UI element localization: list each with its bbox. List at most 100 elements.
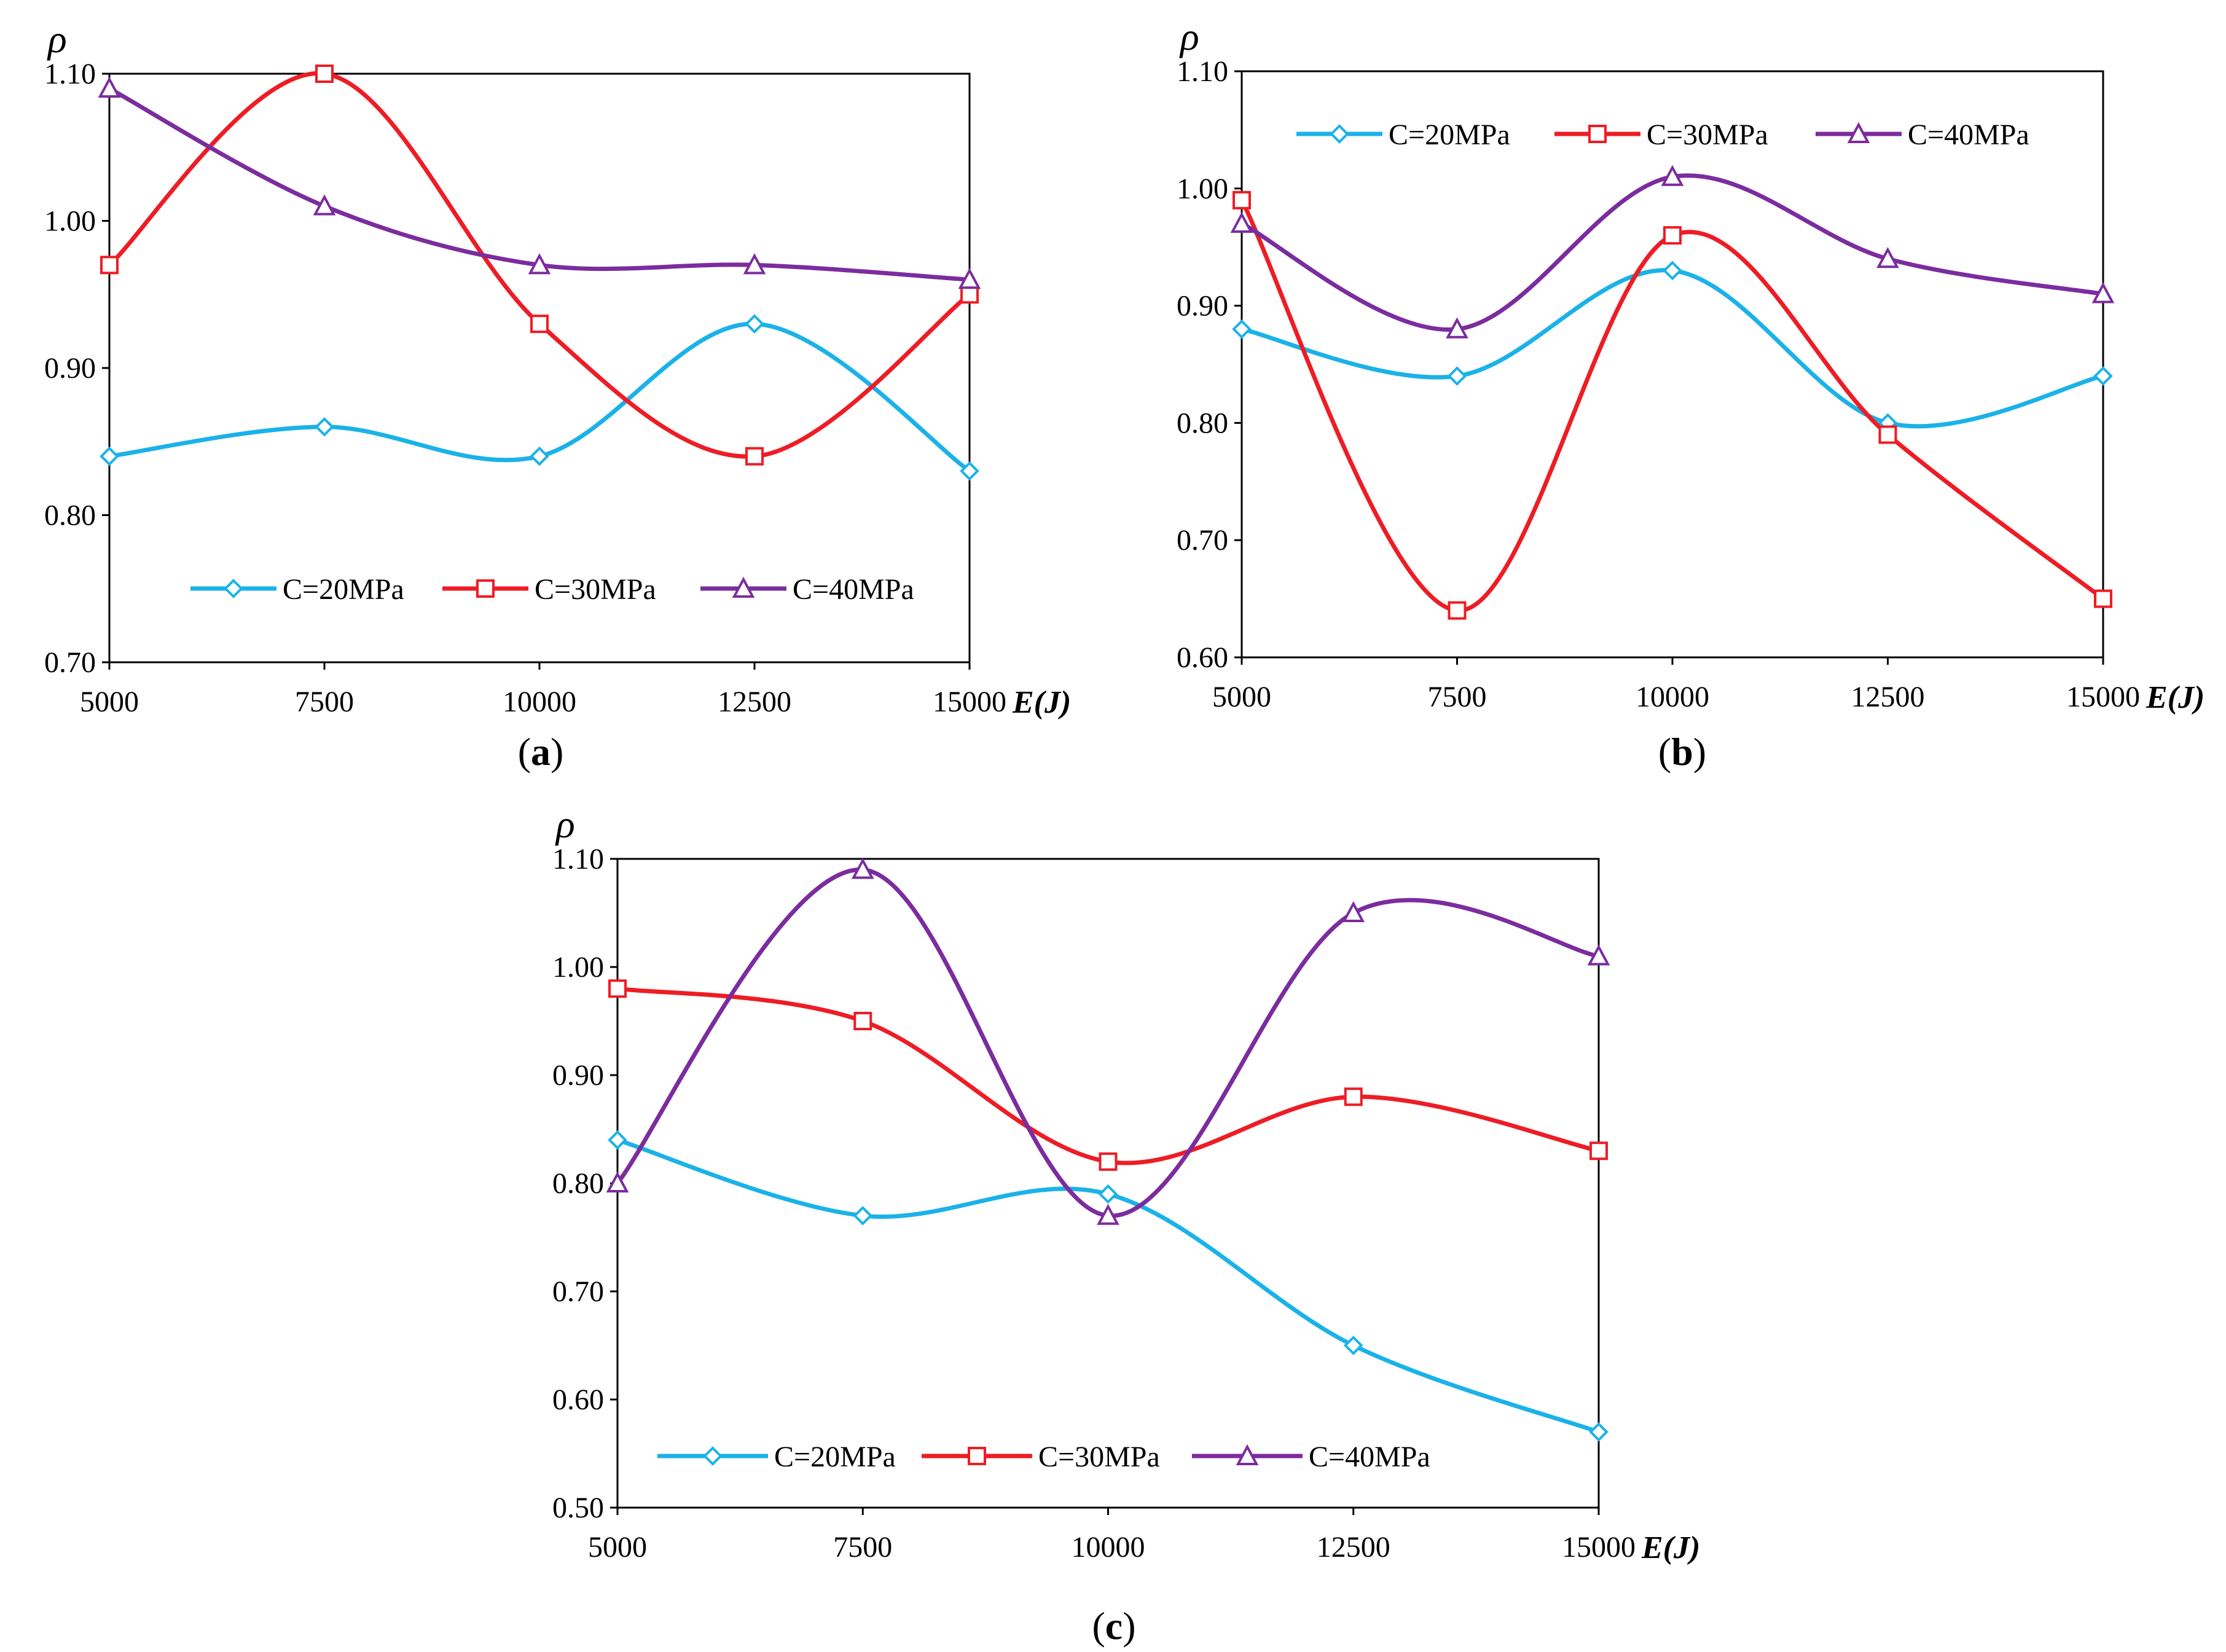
y-axis-label: ρ — [47, 17, 67, 61]
data-point — [100, 256, 119, 275]
data-point — [851, 858, 874, 879]
y-axis-label: ρ — [555, 802, 575, 846]
y-tick-label: 0.80 — [552, 1167, 604, 1200]
series-C=40MPa — [98, 76, 981, 289]
data-point — [958, 268, 981, 289]
legend-label: C=40MPa — [1309, 1441, 1430, 1473]
data-point — [608, 1130, 627, 1150]
data-point — [745, 314, 764, 334]
x-tick-label: 5000 — [588, 1531, 647, 1564]
series-C=20MPa — [608, 1130, 1609, 1442]
data-point — [313, 194, 336, 216]
data-point — [853, 1012, 872, 1030]
legend-marker — [703, 1446, 723, 1466]
legend-label: C=30MPa — [1038, 1441, 1160, 1473]
x-tick-label: 7500 — [1428, 681, 1487, 713]
data-point — [1589, 1422, 1609, 1442]
data-point — [960, 461, 979, 481]
data-point — [1230, 211, 1253, 233]
chart-panel-a: 0.70 0.80 0.90 1.00 1.10 5000 7500 10000 12500 15… — [44, 17, 1071, 773]
x-tick-label: 5000 — [1212, 681, 1271, 713]
series-line — [109, 321, 971, 473]
x-tick-label: 15000 — [2066, 681, 2140, 713]
data-point — [1663, 260, 1682, 281]
legend-entry: C=40MPa — [1192, 1441, 1430, 1473]
data-point — [1098, 1184, 1118, 1204]
x-axis-label: E(J) — [1641, 1530, 1700, 1565]
legend-label: C=30MPa — [1647, 119, 1768, 151]
data-point — [1097, 1204, 1119, 1225]
y-tick-label: 0.90 — [1177, 290, 1228, 323]
data-point — [1663, 226, 1682, 245]
legend-entry: C=20MPa — [190, 573, 404, 606]
series-C=30MPa — [608, 979, 1608, 1171]
y-tick-label: 0.70 — [552, 1275, 604, 1308]
x-tick-label: 10000 — [1636, 681, 1709, 713]
data-point — [1878, 425, 1897, 444]
series-line — [1241, 268, 2104, 429]
data-point — [1876, 247, 1899, 268]
legend-entry: C=40MPa — [700, 573, 914, 606]
legend-marker — [1236, 1444, 1259, 1465]
data-point — [1342, 901, 1365, 922]
series-line — [617, 986, 1599, 1165]
data-point — [2093, 366, 2113, 386]
series-line — [108, 71, 971, 459]
data-point — [1448, 601, 1467, 620]
legend-entry: C=30MPa — [922, 1441, 1160, 1473]
x-axis-label: E(J) — [1012, 685, 1071, 720]
data-point — [1232, 319, 1252, 339]
y-tick-label: 1.10 — [1177, 55, 1228, 88]
data-point — [100, 446, 119, 466]
data-point — [1343, 1336, 1363, 1355]
y-tick-label: 0.60 — [1177, 641, 1228, 674]
data-point — [743, 253, 766, 275]
x-axis-label: E(J) — [2146, 680, 2204, 715]
y-tick-label: 0.60 — [552, 1384, 604, 1416]
y-tick-label: 0.80 — [1177, 407, 1228, 439]
data-point — [1447, 366, 1467, 386]
x-tick-label: 15000 — [1562, 1531, 1636, 1564]
y-tick-label: 1.00 — [552, 951, 604, 984]
y-tick-label: 1.00 — [1177, 173, 1228, 205]
series-line — [616, 867, 1599, 1218]
legend-marker — [732, 576, 755, 598]
chart-panel-c: 0.50 0.60 0.70 0.80 0.90 1.00 1.10 5000 7500 1000… — [552, 802, 1700, 1648]
x-tick-label: 12500 — [1851, 681, 1925, 713]
legend-entry: C=30MPa — [442, 573, 656, 606]
legend-marker — [1847, 122, 1870, 143]
data-point — [1587, 944, 1610, 966]
legend-marker — [224, 579, 243, 598]
y-tick-label: 0.70 — [44, 646, 96, 679]
legend-label: C=20MPa — [774, 1441, 896, 1473]
legend-label: C=40MPa — [1908, 119, 2029, 151]
data-point — [315, 65, 334, 83]
legend-label: C=40MPa — [793, 573, 914, 606]
series-line — [616, 1138, 1600, 1435]
data-point — [528, 253, 551, 275]
legend-marker — [968, 1447, 986, 1465]
data-point — [853, 1205, 873, 1226]
series-C=20MPa — [100, 314, 979, 481]
series-C=40MPa — [606, 858, 1610, 1225]
panel-caption: (a) — [518, 730, 564, 773]
x-tick-label: 10000 — [1072, 1531, 1145, 1564]
legend-label: C=20MPa — [283, 573, 404, 606]
data-point — [2094, 589, 2112, 608]
x-tick-label: 10000 — [503, 686, 576, 718]
legend-entry: C=20MPa — [657, 1441, 896, 1473]
plot-area-frame — [616, 858, 1600, 1509]
legend-marker — [1330, 124, 1349, 144]
data-point — [608, 979, 627, 998]
series-C=30MPa — [100, 65, 979, 466]
data-point — [530, 315, 549, 334]
series-line — [1239, 199, 2105, 613]
y-axis-label: ρ — [1179, 15, 1199, 58]
legend-label: C=20MPa — [1389, 119, 1510, 151]
y-tick-label: 0.70 — [1177, 524, 1228, 557]
legend-entry: C=20MPa — [1296, 119, 1510, 151]
panel-caption: (b) — [1658, 730, 1706, 773]
x-tick-label: 12500 — [718, 686, 791, 718]
data-point — [315, 417, 334, 437]
